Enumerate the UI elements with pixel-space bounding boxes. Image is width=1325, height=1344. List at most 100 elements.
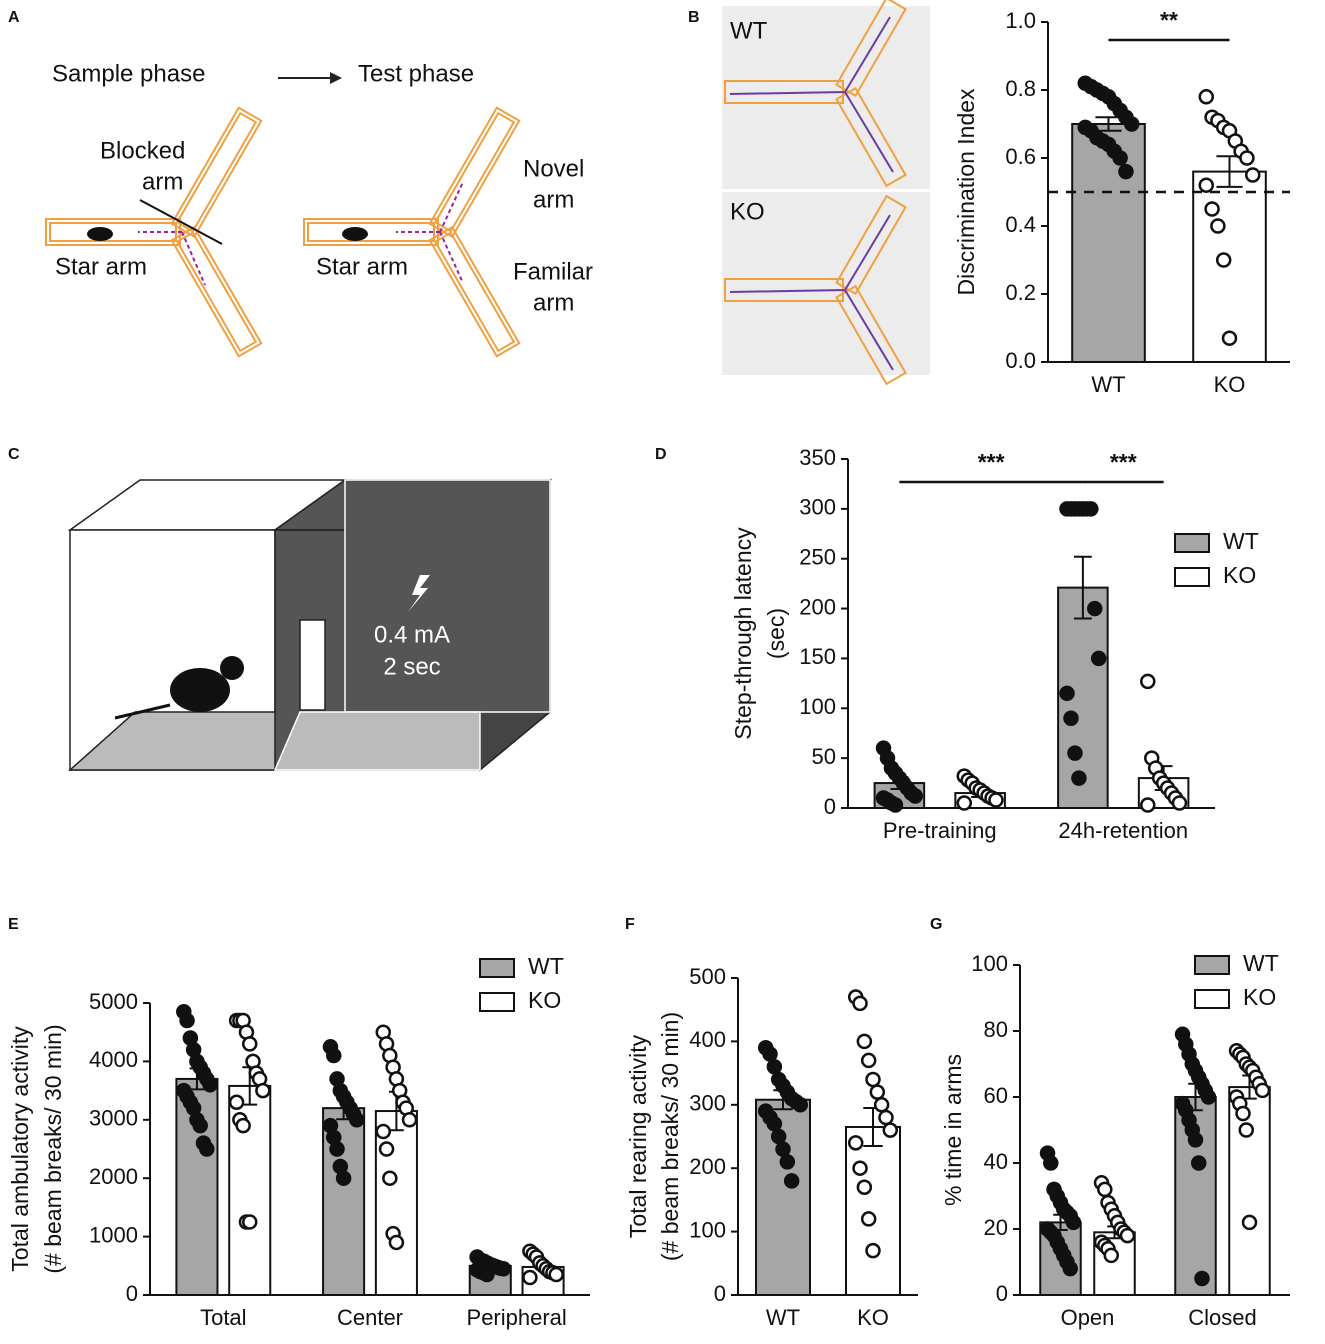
y-axis-label: (sec) <box>763 608 789 659</box>
data-point <box>852 1160 868 1176</box>
legend-label: KO <box>1223 562 1256 588</box>
y-axis-label: Total ambulatory activity <box>7 1026 33 1272</box>
path-arrow <box>439 181 464 233</box>
y-tick-label: 1.0 <box>1005 8 1036 33</box>
y-tick-label: 0.8 <box>1005 76 1036 101</box>
data-point <box>988 792 1004 808</box>
data-point <box>1059 685 1075 702</box>
significance-label: ** <box>1160 7 1178 33</box>
data-point <box>1087 600 1103 617</box>
arm-label: arm <box>533 186 574 213</box>
data-point <box>1235 1105 1251 1122</box>
data-point <box>325 1047 342 1064</box>
x-tick-label: Closed <box>1188 1305 1256 1330</box>
data-point <box>495 1260 512 1277</box>
x-tick-label: Open <box>1061 1305 1115 1330</box>
data-point <box>887 797 904 813</box>
photo <box>722 192 930 375</box>
data-point <box>878 1109 894 1126</box>
data-point <box>378 1141 395 1157</box>
data-point <box>1204 201 1220 217</box>
y-axis-label: Total rearing activity <box>625 1034 651 1238</box>
panel-label: F <box>625 916 635 933</box>
data-point <box>335 1170 352 1186</box>
y-tick-label: 100 <box>689 1217 726 1242</box>
data-point <box>401 1112 418 1128</box>
legend-label: KO <box>528 987 561 1013</box>
data-point <box>1221 330 1238 346</box>
data-point <box>766 1059 783 1075</box>
y-tick-label: 0.0 <box>1005 348 1036 373</box>
y-tick-label: 100 <box>971 951 1008 976</box>
arm-label: Star arm <box>316 253 408 280</box>
arm-label: Star arm <box>55 253 147 280</box>
error-bar <box>1095 116 1122 132</box>
data-point <box>1254 1082 1271 1099</box>
y-tick-label: 0.6 <box>1005 144 1036 169</box>
legend-swatch <box>1194 955 1230 975</box>
legend-label: WT <box>528 953 564 979</box>
y-tick-label: 0 <box>714 1281 726 1306</box>
y-tick-label: 1000 <box>89 1222 138 1247</box>
bar <box>845 1125 901 1296</box>
x-tick-label: KO <box>857 1305 889 1330</box>
significance-label: *** <box>978 449 1005 475</box>
data-point <box>388 1234 405 1251</box>
data-point <box>1239 150 1255 166</box>
data-point <box>1140 673 1156 690</box>
chart: 0 20 40 60 80 100 % time in arms Open Closed WT KO <box>940 950 1290 1330</box>
data-point <box>228 1094 245 1111</box>
data-point <box>241 1214 258 1230</box>
data-point <box>856 1179 873 1195</box>
y-tick-label: 80 <box>984 1017 1008 1042</box>
y-axis-label: (# beam breaks/ 30 min) <box>657 1012 683 1261</box>
data-point <box>1200 1089 1217 1105</box>
panel-label: A <box>8 9 20 26</box>
data-point <box>865 1242 881 1259</box>
data-point <box>1238 1122 1255 1138</box>
legend-label: KO <box>1243 984 1276 1010</box>
data-point <box>873 1097 890 1113</box>
arm-label: Novel <box>523 155 584 182</box>
y-axis-label: (# beam breaks/ 30 min) <box>40 1024 66 1273</box>
data-point <box>329 1141 345 1157</box>
data-point <box>1198 89 1215 105</box>
data-point <box>1090 650 1107 667</box>
y-tick-label: 60 <box>984 1083 1008 1108</box>
arm-label: arm <box>533 289 574 316</box>
x-tick-label: Total <box>200 1305 246 1330</box>
legend-swatch <box>1174 567 1210 587</box>
data-point <box>1244 167 1261 183</box>
data-point <box>235 1117 251 1134</box>
data-point <box>779 1154 796 1170</box>
y-axis-label: Discrimination Index <box>953 88 979 296</box>
maze <box>303 106 521 358</box>
photo-label: WT <box>730 17 768 44</box>
bar <box>755 1098 811 1297</box>
data-point <box>202 1077 218 1093</box>
data-point <box>1071 770 1087 786</box>
y-tick-label: 0 <box>824 794 836 819</box>
y-axis-label: % time in arms <box>940 1054 966 1206</box>
arrow-head <box>330 72 342 84</box>
data-point <box>548 1266 564 1283</box>
data-point <box>479 1266 495 1283</box>
y-tick-label: 40 <box>984 1149 1008 1174</box>
y-tick-label: 0.2 <box>1005 280 1036 305</box>
arm-label: Blocked <box>100 137 185 164</box>
data-point <box>1103 1247 1120 1264</box>
chart: 0.0 0.2 0.4 0.6 0.8 1.0 Discrimination Index WT… <box>953 7 1290 397</box>
data-point <box>375 1123 392 1140</box>
y-tick-label: 500 <box>689 964 726 989</box>
shock-label: 0.4 mA <box>374 621 450 648</box>
y-tick-label: 50 <box>812 744 836 769</box>
y-tick-label: 100 <box>799 694 836 719</box>
block <box>139 199 223 245</box>
data-point <box>847 1135 864 1151</box>
data-point <box>192 1117 208 1134</box>
data-point <box>255 1082 271 1099</box>
data-point <box>1171 795 1188 811</box>
x-tick-label: WT <box>766 1305 800 1330</box>
legend-swatch <box>479 992 515 1012</box>
